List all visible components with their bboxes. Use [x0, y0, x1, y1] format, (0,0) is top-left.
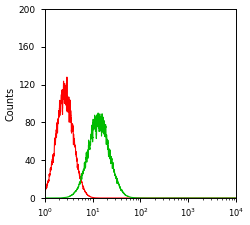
Y-axis label: Counts: Counts: [6, 86, 16, 121]
